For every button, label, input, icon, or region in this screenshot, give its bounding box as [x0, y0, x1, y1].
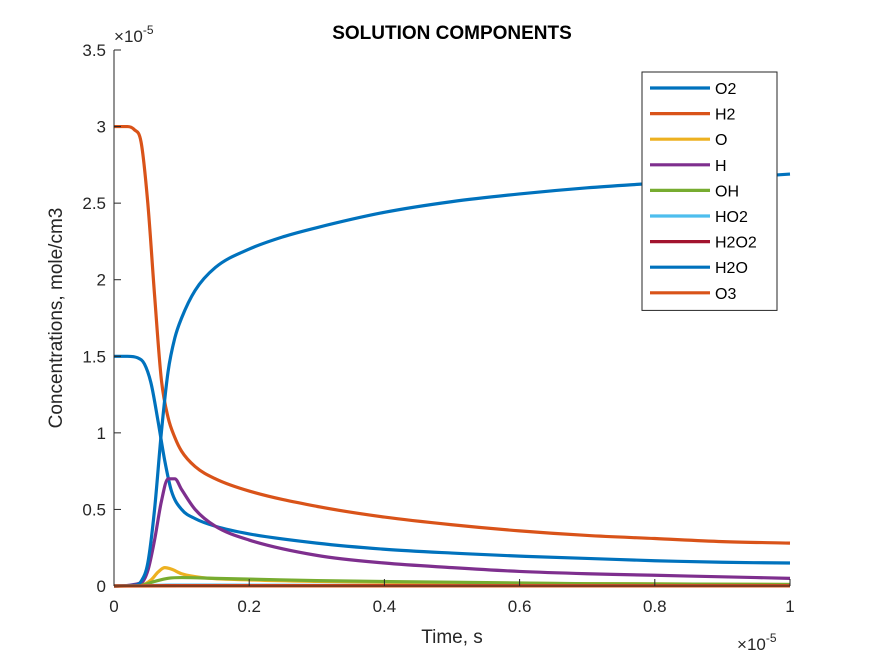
y-tick-label: 2 [97, 271, 106, 290]
x-tick-label: 1 [785, 597, 794, 616]
x-axis-label: Time, s [421, 627, 483, 648]
x-exponent-power: -5 [766, 631, 777, 645]
y-tick-label: 0 [97, 577, 106, 596]
y-tick-label: 3 [97, 118, 106, 137]
legend-label: H2 [715, 107, 736, 124]
x-exponent-base: 10 [747, 635, 766, 654]
x-tick-label: 0.2 [237, 597, 261, 616]
y-axis-exponent: ×10-5 [114, 23, 154, 46]
series-line-o2 [114, 356, 790, 563]
y-exponent-power: -5 [143, 23, 154, 37]
legend-label: H2O [715, 260, 748, 277]
svg-text:×10-5: ×10-5 [114, 23, 154, 46]
y-tick-label: 1 [97, 424, 106, 443]
y-exponent-base: 10 [124, 27, 143, 46]
y-tick-label: 1.5 [82, 347, 106, 366]
svg-text:×10-5: ×10-5 [737, 631, 777, 654]
y-exponent-times: × [114, 27, 124, 46]
x-tick-label: 0.8 [643, 597, 667, 616]
x-tick-label: 0.6 [508, 597, 532, 616]
x-tick-label: 0 [109, 597, 118, 616]
x-exponent-times: × [737, 635, 747, 654]
series-line-h [114, 479, 790, 586]
legend-label: OH [715, 183, 739, 200]
y-axis-label: Concentrations, mole/cm3 [46, 208, 67, 429]
legend-label: H [715, 158, 727, 175]
y-tick-label: 3.5 [82, 41, 106, 60]
legend-label: O2 [715, 81, 736, 98]
y-tick-label: 0.5 [82, 500, 106, 519]
legend-label: HO2 [715, 209, 748, 226]
y-tick-label: 2.5 [82, 194, 106, 213]
x-axis-exponent: ×10-5 [737, 631, 777, 654]
legend-label: H2O2 [715, 235, 757, 252]
legend-label: O [715, 132, 727, 149]
x-tick-label: 0.4 [373, 597, 397, 616]
legend-label: O3 [715, 286, 736, 303]
chart-title: SOLUTION COMPONENTS [332, 23, 572, 44]
